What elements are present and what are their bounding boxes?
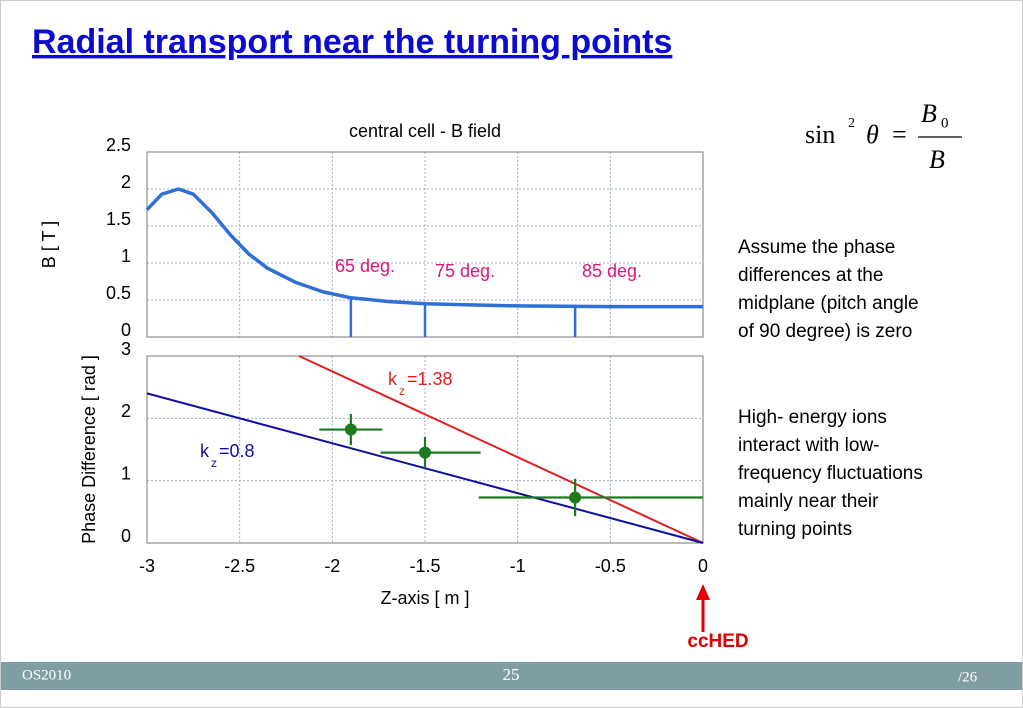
x-axis-label: Z-axis [ m ]	[381, 588, 470, 608]
footer-center: 25	[503, 665, 520, 684]
note-line: turning points	[738, 519, 852, 540]
note-line: frequency fluctuations	[738, 463, 923, 484]
note-line: mainly near their	[738, 491, 879, 512]
x-tick-label: -0.5	[595, 556, 626, 576]
annotation: 75 deg.	[435, 261, 495, 281]
chart-title: central cell - B field	[349, 121, 501, 141]
x-tick-label: -1	[510, 556, 526, 576]
formula-sin: sin	[805, 120, 835, 149]
footer-bar	[1, 662, 1022, 690]
formula-numerator-sub: 0	[941, 115, 949, 131]
note-line: Assume the phase	[738, 237, 895, 258]
y-axis-label: Phase Difference [ rad ]	[79, 355, 99, 544]
series-line	[145, 187, 703, 309]
plot-frame	[146, 355, 704, 544]
series-label-rest: =1.38	[407, 369, 453, 389]
y-tick-label: 2	[121, 401, 131, 421]
data-point	[344, 423, 357, 436]
y-tick-label: 0.5	[106, 283, 131, 303]
y-tick-label: 1	[121, 463, 131, 483]
annotation: 65 deg.	[335, 256, 395, 276]
footer-right: /26	[958, 669, 978, 685]
series-label-k: k	[388, 369, 398, 389]
x-tick-label: -3	[139, 556, 155, 576]
y-axis-label: B [ T ]	[39, 221, 59, 268]
x-tick-label: 0	[698, 556, 708, 576]
x-tick-label: -2	[324, 556, 340, 576]
formula-denominator: B	[929, 145, 945, 174]
note-line: midplane (pitch angle	[738, 293, 919, 314]
series-label-sub: z	[211, 456, 217, 470]
note-line: of 90 degree) is zero	[738, 321, 912, 342]
formula-theta: θ	[866, 120, 879, 149]
arrow-label: ccHED	[687, 631, 748, 652]
x-tick-label: -2.5	[224, 556, 255, 576]
annotation: 85 deg.	[582, 261, 642, 281]
y-tick-label: 1	[121, 246, 131, 266]
y-tick-label: 0	[121, 320, 131, 340]
y-tick-label: 2	[121, 172, 131, 192]
formula-equals: =	[892, 120, 907, 149]
slide-title: Radial transport near the turning points	[32, 23, 672, 61]
note-line: differences at the	[738, 265, 883, 286]
y-tick-label: 0	[121, 526, 131, 546]
formula: sin 2 θ = B 0 B	[805, 99, 962, 174]
y-tick-label: 3	[121, 339, 131, 359]
series-label-k: k	[200, 441, 210, 461]
y-tick-label: 1.5	[106, 209, 131, 229]
y-tick-label: 2.5	[106, 135, 131, 155]
series-line	[298, 355, 704, 544]
x-tick-label: -1.5	[409, 556, 440, 576]
note-line: interact with low-	[738, 435, 880, 456]
data-point	[569, 491, 582, 504]
series-label-rest: =0.8	[219, 441, 255, 461]
arrow-head	[696, 584, 710, 600]
series-label-sub: z	[399, 384, 405, 398]
footer-left: OS2010	[22, 667, 71, 683]
data-point	[419, 446, 431, 459]
note-line: High- energy ions	[738, 407, 887, 428]
formula-numerator: B	[921, 99, 937, 128]
formula-power: 2	[848, 116, 855, 131]
